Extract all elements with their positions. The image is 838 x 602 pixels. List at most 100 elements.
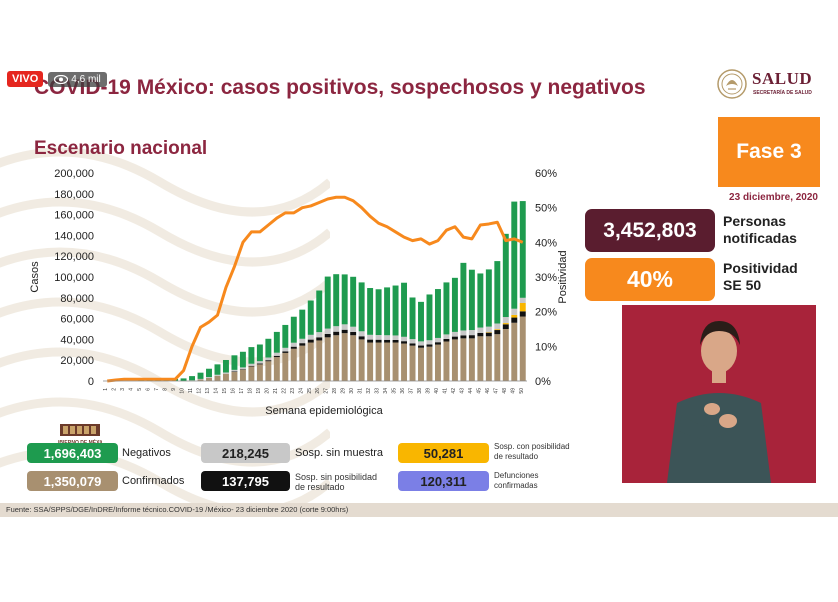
confirmados-label: Confirmados	[122, 475, 185, 487]
bar-segment	[443, 338, 450, 342]
x-tick-label: 31	[358, 388, 364, 394]
eagle-emblem-icon	[717, 69, 747, 99]
positivity-value: 40%	[585, 258, 715, 301]
x-tick-label: 47	[493, 388, 499, 394]
bar-segment	[485, 332, 492, 333]
bar-segment	[460, 330, 467, 336]
x-tick-label: 11	[188, 388, 194, 393]
bar-segment	[358, 339, 365, 381]
notified-value: 3,452,803	[585, 209, 715, 252]
bar-segment	[341, 329, 348, 334]
bar-segment	[511, 314, 518, 318]
bar-segment	[282, 352, 289, 381]
x-tick-label: 25	[307, 388, 313, 394]
con-posibilidad-value: 50,281	[398, 443, 489, 463]
bar-segment	[477, 327, 484, 333]
x-tick-label: 41	[442, 388, 448, 394]
bar-segment	[392, 285, 399, 336]
viewer-count: 4,6 mil	[48, 71, 107, 87]
bar-segment	[502, 324, 509, 329]
bar-segment	[333, 331, 340, 336]
bar-segment	[426, 340, 433, 345]
bar-segment	[307, 334, 314, 340]
bar-segment	[180, 378, 187, 381]
bar-segment	[324, 276, 331, 329]
logo-text: SALUD	[752, 69, 813, 88]
bar-segment	[494, 330, 501, 335]
x-tick-label: 43	[459, 388, 465, 394]
x-tick-label: 23	[290, 388, 296, 394]
x-tick-label: 2	[112, 388, 118, 391]
bar-segment	[401, 341, 408, 344]
x-tick-label: 24	[298, 388, 304, 394]
bar-segment	[511, 201, 518, 309]
y2-tick-label: 10%	[535, 341, 557, 353]
bar-segment	[214, 375, 221, 381]
defunciones-value: 120,311	[398, 471, 489, 491]
bar-segment	[426, 346, 433, 381]
bar-segment	[451, 331, 458, 337]
notified-label: Personas notificadas	[723, 213, 797, 247]
bar-segment	[468, 269, 475, 331]
y2-tick-label: 30%	[535, 272, 557, 284]
x-tick-label: 38	[417, 388, 423, 394]
y2-axis-label: Positividad	[557, 250, 569, 303]
y2-tick-label: 60%	[535, 168, 557, 180]
y-tick-label: 60,000	[60, 314, 94, 326]
bar-segment	[494, 334, 501, 381]
bar-segment	[231, 369, 238, 372]
y-tick-label: 160,000	[54, 210, 94, 222]
x-tick-label: 10	[180, 388, 186, 394]
gobierno-logo: GOBIERNO DE MÉXICO	[52, 422, 108, 448]
x-tick-label: 18	[247, 388, 253, 394]
gobierno-emblem-icon: GOBIERNO DE MÉXICO	[52, 424, 108, 446]
bar-segment	[519, 316, 526, 381]
confirmados-value: 1,350,079	[27, 471, 118, 491]
cases-chart: 0 20,000 40,000 60,000 80,000 100,000 120,000 1…	[29, 168, 569, 417]
eye-icon	[54, 74, 69, 84]
bar-segment	[401, 282, 408, 337]
x-tick-label: 7	[154, 388, 160, 391]
bar-segment	[443, 282, 450, 335]
x-tick-label: 19	[256, 388, 262, 394]
bar-segment	[256, 361, 263, 364]
sin-muestra-value: 218,245	[201, 443, 290, 463]
x-tick-label: 16	[230, 388, 236, 394]
bar-segment	[189, 380, 196, 381]
sign-language-interpreter	[622, 305, 816, 483]
x-tick-label: 9	[171, 388, 177, 391]
bar-segment	[239, 369, 246, 381]
bar-segment	[375, 339, 382, 343]
bar-segment	[189, 376, 196, 381]
bar-segment	[222, 373, 229, 381]
bar-segment	[248, 365, 255, 367]
x-tick-label: 8	[163, 388, 169, 391]
bar-segment	[206, 377, 212, 378]
x-tick-label: 50	[519, 388, 525, 394]
x-tick-label: 26	[315, 388, 321, 394]
bar-segment	[341, 274, 348, 325]
bar-segment	[392, 339, 399, 343]
x-tick-label: 1	[103, 388, 109, 391]
live-indicator: VIVO 4,6 mil	[7, 71, 107, 87]
bar-segment	[367, 334, 374, 340]
bar-segment	[502, 323, 509, 325]
x-tick-label: 48	[502, 388, 508, 394]
live-badge: VIVO	[7, 71, 44, 87]
bar-segment	[197, 379, 204, 381]
sin-posibilidad-label: Sosp. sin posibilidad de resultado	[295, 472, 377, 492]
bar-segment	[231, 371, 238, 381]
x-tick-label: 4	[129, 388, 135, 391]
x-tick-label: 40	[434, 388, 440, 394]
bar-segment	[460, 338, 467, 381]
bar-segment	[273, 357, 280, 381]
bar-segment	[265, 360, 272, 362]
bar-segment	[239, 367, 246, 370]
notified-label-line-2: notificadas	[723, 230, 797, 246]
bar-segment	[485, 336, 492, 381]
bar-segment	[375, 342, 382, 381]
background-pattern	[0, 147, 330, 517]
bar-segment	[206, 377, 212, 381]
y-tick-label: 40,000	[60, 334, 94, 346]
bar-segment	[519, 297, 526, 303]
